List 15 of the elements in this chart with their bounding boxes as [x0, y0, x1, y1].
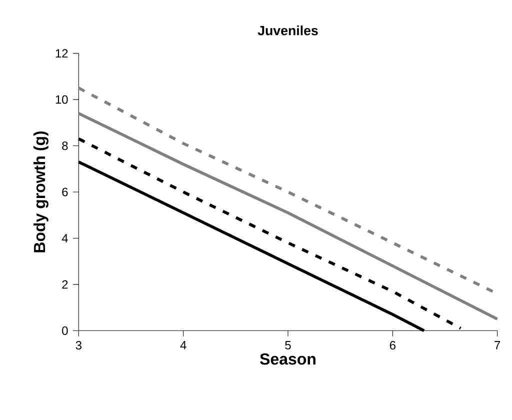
x-tick-label: 3 [76, 341, 82, 350]
y-tick-label: 6 [62, 188, 68, 196]
y-tick-label: 4 [62, 234, 68, 242]
y-axis-title: Body growth (g) [33, 131, 48, 252]
y-tick-label: 0 [62, 326, 68, 335]
chart-title: Juveniles [258, 25, 318, 36]
x-tick-label: 7 [494, 341, 500, 350]
y-tick-label: 2 [62, 280, 68, 289]
x-tick-label: 5 [285, 341, 291, 350]
x-axis-title: Season [260, 353, 316, 365]
y-tick-label: 10 [56, 95, 68, 104]
x-tick-label: 6 [390, 341, 396, 350]
x-tick-label: 4 [180, 341, 186, 350]
y-tick-label: 12 [56, 49, 68, 58]
y-tick-label: 8 [62, 142, 68, 150]
